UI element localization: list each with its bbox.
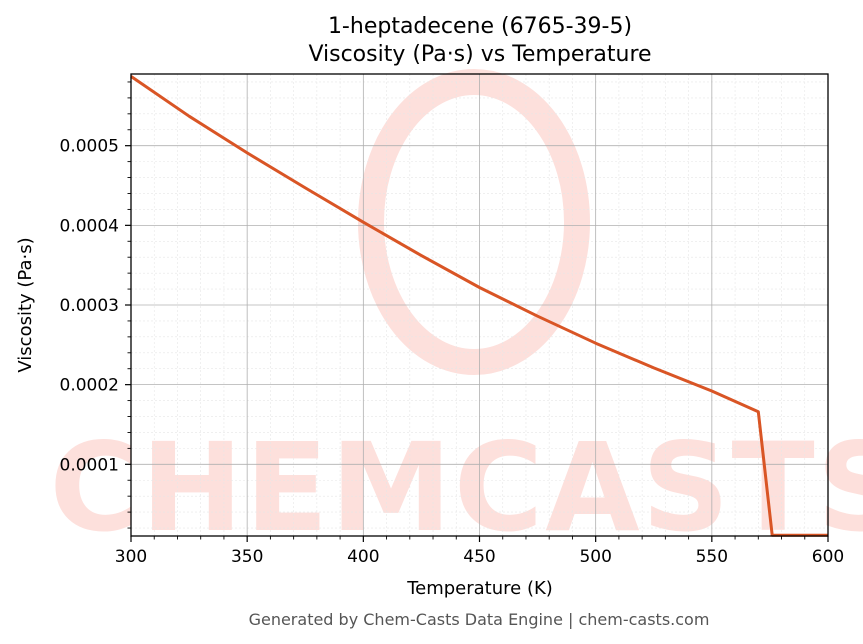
chart-subtitle: Viscosity (Pa·s) vs Temperature xyxy=(308,42,651,67)
x-tick-label: 400 xyxy=(347,547,379,567)
x-axis: 300 350 400 450 500 550 600 xyxy=(115,536,844,567)
x-tick-label: 600 xyxy=(812,547,844,567)
y-tick-label: 0.0001 xyxy=(60,455,119,475)
x-axis-label: Temperature (K) xyxy=(406,578,553,599)
y-axis-label: Viscosity (Pa·s) xyxy=(15,237,36,372)
x-tick-label: 350 xyxy=(231,547,263,567)
chart-title: 1-heptadecene (6765-39-5) xyxy=(328,14,632,39)
y-axis: 0.0001 0.0002 0.0003 0.0004 0.0005 xyxy=(60,81,131,529)
y-tick-label: 0.0005 xyxy=(60,137,119,157)
x-tick-label: 550 xyxy=(696,547,728,567)
series-layer xyxy=(130,75,828,537)
watermark-ring xyxy=(358,69,590,375)
footer-credit: Generated by Chem-Casts Data Engine | ch… xyxy=(249,610,710,629)
x-tick-label: 500 xyxy=(579,547,611,567)
x-tick-label: 450 xyxy=(463,547,495,567)
series-line xyxy=(130,75,828,537)
y-tick-label: 0.0002 xyxy=(60,376,119,396)
x-tick-label: 300 xyxy=(115,547,147,567)
y-tick-label: 0.0004 xyxy=(60,216,119,236)
y-tick-label: 0.0003 xyxy=(60,296,119,316)
